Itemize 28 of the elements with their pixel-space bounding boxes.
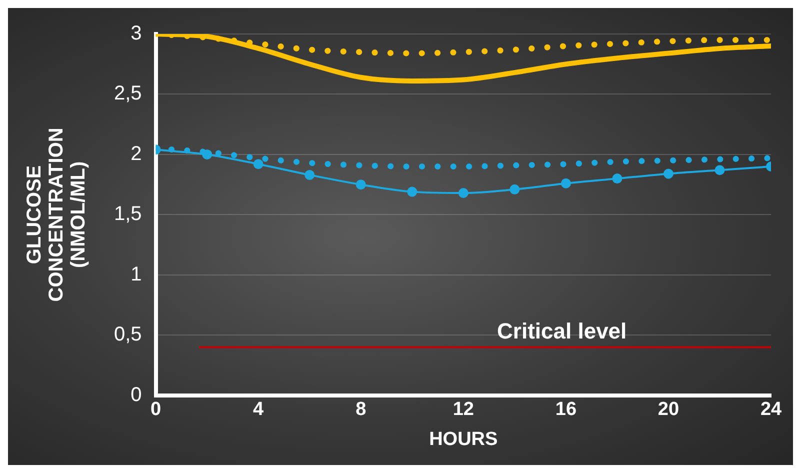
x-tick-label: 8 bbox=[356, 399, 366, 420]
y-tick-label: 2,5 bbox=[114, 82, 142, 105]
point bbox=[304, 170, 315, 180]
point bbox=[560, 178, 571, 188]
point bbox=[663, 168, 674, 179]
point bbox=[510, 184, 520, 194]
x-tick-label: 24 bbox=[760, 399, 782, 420]
point bbox=[253, 159, 264, 170]
x-tick-label: 16 bbox=[555, 399, 577, 420]
y-tick-label: 1 bbox=[130, 263, 142, 286]
y-tick-label: 0 bbox=[130, 384, 142, 406]
point bbox=[458, 188, 468, 198]
y-tick-label: 1,5 bbox=[114, 203, 142, 226]
x-tick-label: 12 bbox=[452, 399, 474, 420]
y-axis-title: GLUCOSE CONCENTRATION (NMOL/ML) bbox=[24, 128, 90, 302]
y-tick-label: 3 bbox=[130, 22, 142, 45]
ref-line-label: Critical level bbox=[497, 318, 627, 344]
x-tick-label: 20 bbox=[658, 399, 680, 420]
point bbox=[612, 174, 622, 184]
x-tick-label: 0 bbox=[150, 399, 162, 420]
y-tick-label: 0,5 bbox=[114, 324, 142, 346]
point bbox=[407, 186, 418, 197]
point bbox=[202, 149, 212, 160]
x-tick-label: 4 bbox=[253, 399, 264, 420]
x-axis-title: HOURS bbox=[429, 428, 498, 450]
y-tick-label: 2 bbox=[130, 142, 142, 165]
point bbox=[714, 165, 725, 176]
point bbox=[356, 180, 366, 190]
